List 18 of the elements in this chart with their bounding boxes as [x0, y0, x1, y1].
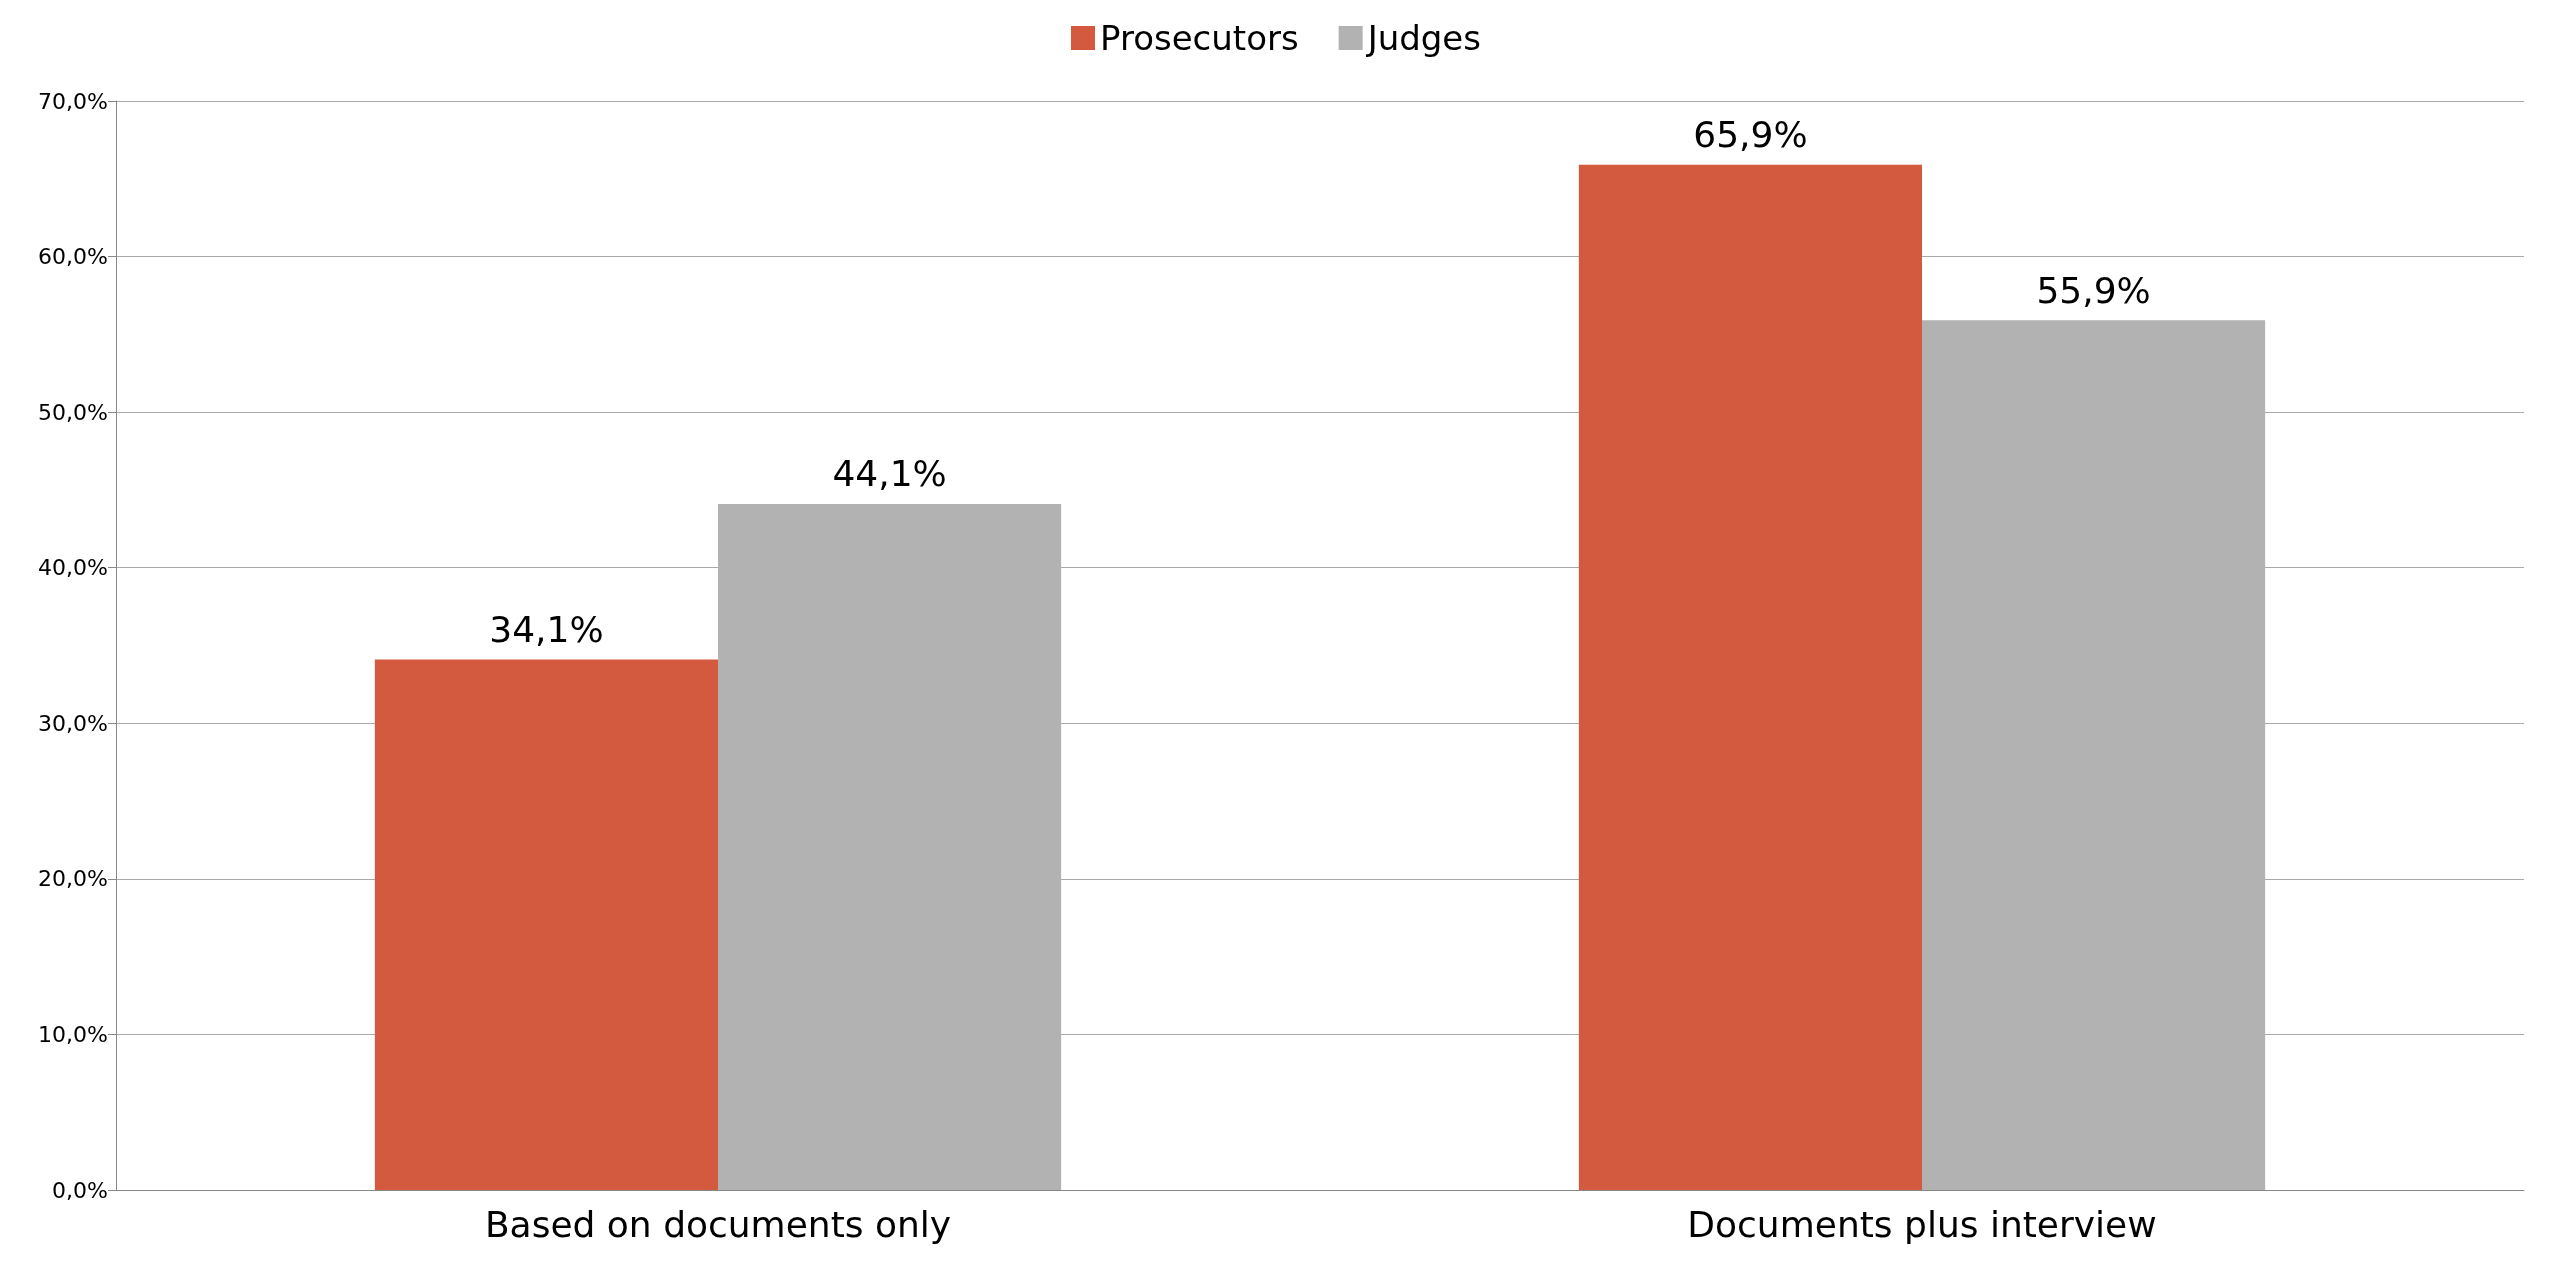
y-tick-label: 70,0%: [38, 88, 108, 114]
y-tick-label: 20,0%: [38, 866, 108, 892]
data-label: 44,1%: [832, 453, 947, 495]
x-tick-label: Documents plus interview: [1687, 1203, 2157, 1245]
y-tick-label: 40,0%: [38, 555, 108, 581]
y-tick-label: 50,0%: [38, 399, 108, 425]
legend-label: Judges: [1365, 18, 1482, 58]
data-label: 34,1%: [489, 609, 604, 650]
legend-label: Prosecutors: [1100, 18, 1299, 58]
bar: [374, 659, 718, 1190]
y-tick-label: 10,0%: [38, 1021, 108, 1047]
data-label: 65,9%: [1693, 114, 1808, 156]
data-label: 55,9%: [2036, 269, 2151, 311]
y-tick-label: 0,0%: [52, 1177, 108, 1203]
y-tick-label: 30,0%: [38, 710, 108, 736]
y-tick-label: 60,0%: [38, 244, 108, 270]
x-tick-label: Based on documents only: [484, 1203, 952, 1245]
bar: [1578, 164, 1922, 1190]
